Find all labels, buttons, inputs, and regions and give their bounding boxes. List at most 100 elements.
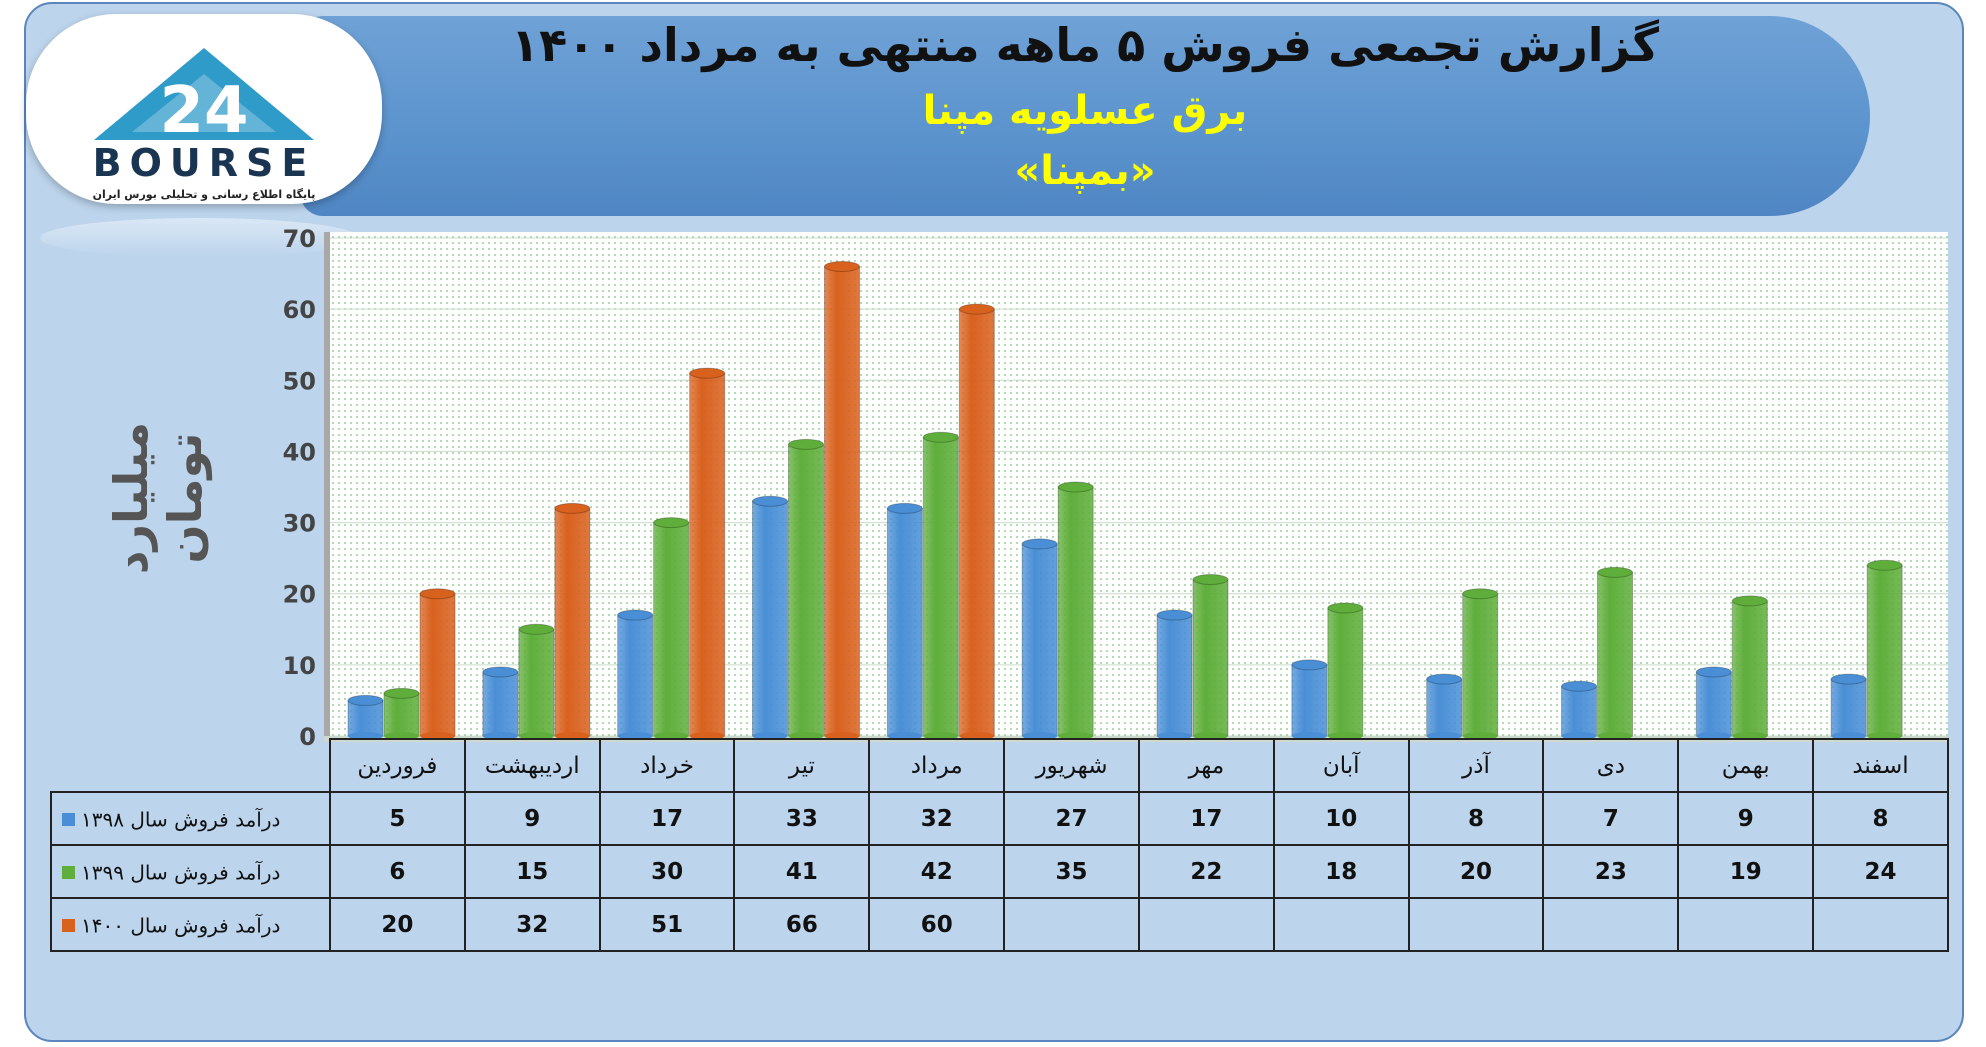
bar-1398 bbox=[347, 694, 384, 740]
table-cell: 41 bbox=[733, 844, 871, 899]
bar-1399 bbox=[1057, 481, 1094, 740]
table-cell: 20 bbox=[329, 897, 466, 952]
table-cell: 32 bbox=[463, 897, 601, 952]
bar-1399 bbox=[788, 438, 824, 740]
category-label: خرداد bbox=[598, 738, 736, 793]
category-label: دی bbox=[1542, 738, 1680, 793]
bar-1399 bbox=[1597, 566, 1633, 740]
bar-1398 bbox=[1291, 659, 1328, 740]
y-tick-label: 20 bbox=[283, 581, 316, 609]
bar-1398 bbox=[1561, 680, 1597, 740]
legend-swatch bbox=[62, 918, 75, 932]
bar-1399 bbox=[653, 517, 690, 740]
category-label: مهر bbox=[1137, 738, 1275, 793]
table-cell: 5 bbox=[329, 791, 466, 846]
category-label: اسفند bbox=[1812, 738, 1949, 793]
bar-1398 bbox=[752, 495, 788, 740]
svg-text:24: 24 bbox=[159, 74, 248, 148]
table-cell: 6 bbox=[329, 844, 466, 899]
svg-text:BOURSE: BOURSE bbox=[93, 141, 316, 185]
triangle-24-logo-icon: 24 BOURSE پایگاه اطلاع رسانی و تحلیلی بو… bbox=[93, 48, 316, 201]
table-cell: 17 bbox=[598, 791, 736, 846]
y-tick-label: 50 bbox=[283, 367, 316, 395]
bourse-logo: 24 BOURSE پایگاه اطلاع رسانی و تحلیلی بو… bbox=[26, 14, 382, 204]
table-cell: 10 bbox=[1272, 791, 1410, 846]
table-cell: 23 bbox=[1542, 844, 1680, 899]
table-cell bbox=[1677, 897, 1815, 952]
table-row-1399: درآمد فروش سال ۱۳۹۹ 6 15 30 41 42 35 22 18 20 23 19… bbox=[50, 844, 1949, 899]
legend-label: درآمد فروش سال ۱۳۹۹ bbox=[81, 860, 281, 885]
table-cell: 15 bbox=[463, 844, 601, 899]
chart-title: گزارش تجمعی فروش ۵ ماهه منتهی به مرداد ۱… bbox=[511, 18, 1659, 72]
bar-1400 bbox=[554, 502, 591, 740]
legend-entry: درآمد فروش سال ۱۴۰۰ bbox=[50, 897, 331, 952]
logo-reflection bbox=[40, 218, 360, 258]
table-cell: 27 bbox=[1003, 791, 1140, 846]
table-cell: 35 bbox=[1003, 844, 1140, 899]
bar-1398 bbox=[1426, 673, 1463, 740]
table-row-1400: درآمد فروش سال ۱۴۰۰ 20 32 51 66 60 bbox=[50, 897, 1949, 952]
y-tick-label: 40 bbox=[283, 438, 316, 466]
table-cell: 60 bbox=[868, 897, 1006, 952]
bar-1399 bbox=[1462, 588, 1499, 740]
table-cell: 8 bbox=[1812, 791, 1949, 846]
bar-1400 bbox=[824, 260, 860, 740]
y-tick-label: 10 bbox=[283, 652, 316, 680]
table-cell bbox=[1137, 897, 1275, 952]
table-cell: 19 bbox=[1677, 844, 1815, 899]
bar-1398 bbox=[1021, 538, 1058, 740]
category-label: مرداد bbox=[868, 738, 1006, 793]
bar-1398 bbox=[482, 666, 519, 740]
table-cell: 8 bbox=[1407, 791, 1545, 846]
table-corner bbox=[51, 739, 331, 793]
y-tick-label: 60 bbox=[283, 296, 316, 324]
bar-1398 bbox=[1830, 673, 1867, 740]
category-label: تیر bbox=[733, 738, 871, 793]
table-cell: 18 bbox=[1272, 844, 1410, 899]
category-label: شهریور bbox=[1003, 738, 1140, 793]
table-cell: 33 bbox=[733, 791, 871, 846]
plot-side-wall bbox=[324, 232, 330, 740]
legend-label: درآمد فروش سال ۱۴۰۰ bbox=[81, 913, 281, 938]
bar-1399 bbox=[1731, 595, 1768, 740]
bar-1398 bbox=[617, 609, 654, 740]
table-cell: 9 bbox=[1677, 791, 1815, 846]
legend-entry: درآمد فروش سال ۱۳۹۹ bbox=[50, 844, 331, 899]
legend-entry: درآمد فروش سال ۱۳۹۸ bbox=[50, 791, 331, 846]
table-cell: 24 bbox=[1812, 844, 1949, 899]
bar-1398 bbox=[886, 502, 923, 740]
table-cell: 32 bbox=[868, 791, 1006, 846]
title-banner bbox=[300, 16, 1870, 216]
table-cell: 66 bbox=[733, 897, 871, 952]
table-cell bbox=[1407, 897, 1545, 952]
stock-symbol: «بمپنا» bbox=[1014, 148, 1156, 194]
bar-1398 bbox=[1156, 609, 1193, 740]
table-cell bbox=[1003, 897, 1140, 952]
category-row: فروردین اردیبهشت خرداد تیر مرداد شهریور مهر آبا… bbox=[51, 738, 1949, 793]
data-table: فروردین اردیبهشت خرداد تیر مرداد شهریور مهر آبا… bbox=[50, 738, 1949, 952]
bar-1399 bbox=[922, 431, 959, 740]
bar-1400 bbox=[419, 588, 456, 740]
svg-text:پایگاه اطلاع رسانی و تحلیلی بو: پایگاه اطلاع رسانی و تحلیلی بورس ایران bbox=[93, 188, 316, 201]
bar-1399 bbox=[518, 623, 555, 740]
category-label: اردیبهشت bbox=[463, 738, 601, 793]
bar-1400 bbox=[958, 303, 995, 740]
category-label: فروردین bbox=[329, 738, 466, 793]
bar-1399 bbox=[1192, 573, 1229, 740]
y-tick-label: 70 bbox=[283, 225, 316, 253]
bar-1399 bbox=[1866, 559, 1903, 740]
table-cell: 9 bbox=[463, 791, 601, 846]
category-label: آذر bbox=[1407, 738, 1545, 793]
table-cell: 42 bbox=[868, 844, 1006, 899]
y-tick-label: 30 bbox=[283, 510, 316, 538]
table-cell: 22 bbox=[1137, 844, 1275, 899]
legend-swatch bbox=[62, 865, 75, 879]
table-cell bbox=[1812, 897, 1949, 952]
chart-subtitle: برق عسلویه مپنا bbox=[922, 88, 1248, 134]
bar-1399 bbox=[1327, 602, 1364, 740]
bar-1400 bbox=[689, 367, 726, 740]
table-cell: 17 bbox=[1137, 791, 1275, 846]
legend-swatch bbox=[62, 812, 75, 826]
category-label: بهمن bbox=[1677, 738, 1815, 793]
table-cell: 51 bbox=[598, 897, 736, 952]
